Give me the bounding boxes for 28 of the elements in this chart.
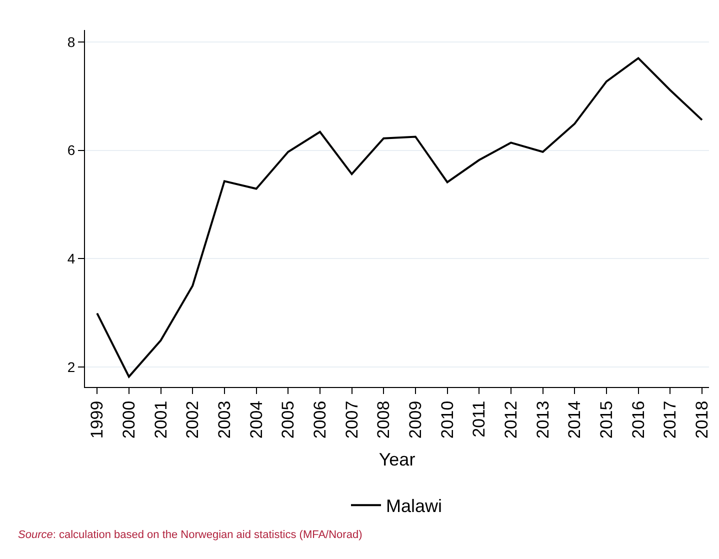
line-series [96, 57, 703, 378]
x-tick-label: 2000 [119, 400, 138, 439]
x-tick-label: 2004 [246, 400, 266, 439]
x-tick-label: 2010 [438, 400, 457, 439]
x-tick-label: 2001 [151, 400, 170, 439]
x-tick-label: 2013 [533, 400, 552, 439]
source-note: Source: calculation based on the Norwegian aid statistics (MFA/Norad) [18, 529, 362, 541]
y-tick-label: 6 [67, 142, 76, 158]
x-tick-label: 2005 [278, 400, 298, 439]
x-tick-label: 2007 [342, 400, 362, 439]
x-tick-label: 2016 [628, 400, 648, 439]
x-tick-label: 2006 [310, 400, 330, 439]
legend-label: Malawi [386, 496, 442, 516]
x-tick-label: 2018 [692, 400, 712, 439]
x-tick-label: 2008 [374, 400, 394, 439]
y-tick-label: 2 [67, 358, 76, 375]
x-tick-label: 2015 [597, 400, 616, 439]
x-tick-label: 2009 [406, 400, 425, 439]
x-tick-label: 2002 [183, 400, 202, 439]
x-tick-label: 2012 [502, 400, 521, 439]
x-tick-label: 2014 [565, 400, 584, 439]
x-tick-label: 2017 [660, 400, 680, 439]
x-tick-label: 2003 [214, 400, 234, 439]
x-tick-label: 1999 [88, 400, 107, 439]
x-tick-label: 2011 [470, 400, 489, 438]
x-axis-title: Year [378, 450, 416, 470]
y-tick-label: 4 [67, 250, 76, 267]
y-tick-label: 8 [67, 34, 76, 50]
